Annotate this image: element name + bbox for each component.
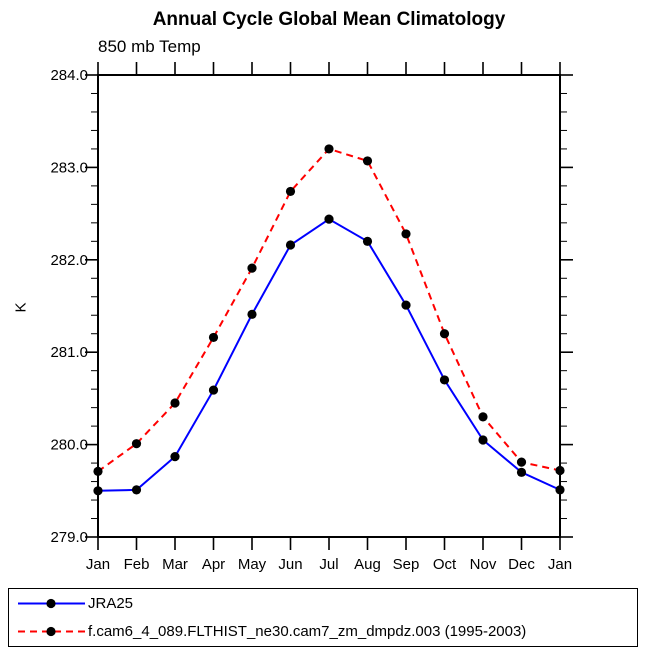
data-point-model <box>208 332 219 343</box>
x-tick-label: May <box>238 556 267 573</box>
data-point-model <box>247 263 257 273</box>
data-point-model <box>170 398 180 408</box>
data-point-jra25 <box>478 435 488 445</box>
data-point-jra25 <box>247 309 257 319</box>
y-tick-label: 282.0 <box>50 252 88 269</box>
x-tick-label: Jul <box>319 556 338 573</box>
legend-item-jra25: JRA25 <box>17 591 637 617</box>
x-tick-label: Mar <box>162 556 188 573</box>
x-tick-label: Apr <box>202 556 225 573</box>
legend-label-jra25: JRA25 <box>88 595 134 613</box>
legend-line-dashed-icon <box>18 626 85 636</box>
y-tick-label: 284.0 <box>50 67 88 84</box>
x-tick-label: Sep <box>393 556 420 573</box>
chart-title: Annual Cycle Global Mean Climatology <box>152 9 506 30</box>
legend-line-solid-icon <box>18 599 85 609</box>
data-point-model <box>516 457 527 467</box>
y-tick-label: 280.0 <box>50 437 88 454</box>
y-tick-label: 279.0 <box>50 529 88 546</box>
x-tick-label: Feb <box>124 556 150 573</box>
data-point-model <box>555 465 565 476</box>
data-point-model <box>362 156 373 166</box>
data-point-jra25 <box>208 385 219 395</box>
data-point-jra25 <box>285 240 296 250</box>
data-point-jra25 <box>93 486 103 496</box>
data-point-jra25 <box>439 375 450 385</box>
data-point-model <box>324 144 334 154</box>
legend-marker-icon <box>46 626 56 636</box>
x-tick-label: Jun <box>278 556 302 573</box>
y-tick-label: 283.0 <box>50 159 88 176</box>
legend-label-model: f.cam6_4_089.FLTHIST_ne30.cam7_zm_dmpdz.… <box>88 622 527 640</box>
plot-area: Jan Feb Mar Apr May Jun Jul Aug Sep Oct Nov Dec Jan 2… <box>50 62 573 573</box>
data-point-jra25 <box>170 452 180 462</box>
x-tick-label: Oct <box>433 556 457 573</box>
data-point-jra25 <box>131 485 142 495</box>
y-tick-label: 281.0 <box>50 344 88 361</box>
data-point-jra25 <box>324 214 334 224</box>
data-point-model <box>478 412 488 422</box>
data-point-model <box>285 186 296 197</box>
data-point-model <box>131 439 142 449</box>
data-point-jra25 <box>516 467 527 477</box>
x-tick-label: Dec <box>508 556 535 573</box>
series-line-jra25 <box>97 217 561 492</box>
plot-frame <box>97 74 561 538</box>
series-line-model <box>97 147 561 473</box>
x-tick-label: Aug <box>354 556 381 573</box>
x-tick-label: Jan <box>86 556 110 573</box>
data-point-jra25 <box>555 485 565 495</box>
data-point-jra25 <box>362 236 373 246</box>
data-point-model <box>93 466 103 476</box>
legend-marker-icon <box>46 599 56 609</box>
legend-item-model: f.cam6_4_089.FLTHIST_ne30.cam7_zm_dmpdz.… <box>17 618 637 644</box>
x-tick-label: Nov <box>470 556 497 573</box>
legend-box: JRA25 f.cam6_4_089.FLTHIST_ne30.cam7_zm_… <box>8 588 638 647</box>
chart-subtitle: 850 mb Temp <box>98 37 201 56</box>
data-point-model <box>401 229 411 239</box>
x-tick-label: Jan <box>548 556 572 573</box>
data-point-jra25 <box>401 300 411 310</box>
data-point-model <box>439 329 450 339</box>
